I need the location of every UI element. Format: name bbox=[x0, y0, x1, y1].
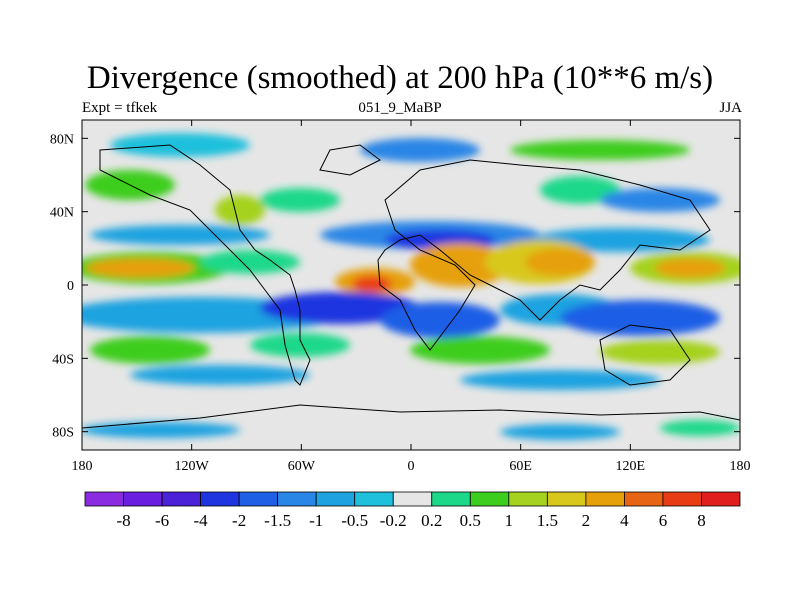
coastline-americas bbox=[99, 144, 311, 386]
colorbar-label: 2 bbox=[582, 511, 591, 530]
field-blob bbox=[410, 243, 510, 287]
field-blob bbox=[660, 420, 740, 436]
y-tick-label: 0 bbox=[67, 279, 74, 294]
colorbar-label: -4 bbox=[194, 511, 209, 530]
field-blob bbox=[600, 340, 720, 364]
field-blob bbox=[352, 276, 392, 292]
field-blob bbox=[215, 195, 265, 225]
x-tick-label: 0 bbox=[408, 459, 415, 474]
x-tick-label: 120E bbox=[616, 459, 646, 474]
colorbar-label: -1 bbox=[309, 511, 323, 530]
colorbar-label: -2 bbox=[232, 511, 246, 530]
x-tick-label: 120W bbox=[175, 459, 210, 474]
colorbar-swatch bbox=[431, 491, 471, 507]
field-blob bbox=[85, 258, 195, 278]
colorbar-label: -8 bbox=[116, 511, 130, 530]
colorbar-swatch bbox=[508, 491, 548, 507]
field-blob bbox=[90, 336, 210, 364]
colorbar: -8 -6 -4 -2 -1.5 -1 -0.5 -0.2 0.2 0.5 1 1.5 2 4 6 8 bbox=[84, 491, 741, 530]
colorbar-swatch bbox=[701, 491, 741, 507]
x-tick-label: 180 bbox=[72, 459, 93, 474]
x-axis-ticks: 180 120W 60W 0 60E 120E 180 bbox=[72, 120, 751, 474]
colorbar-swatch bbox=[84, 491, 124, 507]
colorbar-label: 0.2 bbox=[421, 511, 442, 530]
y-tick-label: 40N bbox=[50, 206, 74, 221]
divergence-field bbox=[82, 120, 740, 450]
field-blob bbox=[540, 176, 620, 204]
colorbar-label: -6 bbox=[155, 511, 169, 530]
colorbar-label: 1.5 bbox=[537, 511, 558, 530]
field-blob bbox=[82, 422, 240, 438]
colorbar-swatch bbox=[624, 491, 664, 507]
field-blob bbox=[600, 188, 720, 212]
colorbar-label: 8 bbox=[697, 511, 706, 530]
colorbar-label: 0.5 bbox=[460, 511, 481, 530]
field-blob bbox=[260, 188, 340, 212]
colorbar-swatch bbox=[585, 491, 625, 507]
field-blob bbox=[560, 300, 720, 336]
coastline-antarctica bbox=[82, 404, 740, 429]
y-axis-ticks: 80N 40N 0 40S 80S bbox=[50, 132, 740, 441]
field-blob bbox=[655, 258, 725, 278]
colorbar-swatch bbox=[392, 491, 433, 507]
colorbar-swatch bbox=[662, 491, 702, 507]
field-blob bbox=[200, 250, 300, 274]
colorbar-swatch bbox=[546, 491, 587, 507]
coastline-australia bbox=[599, 324, 691, 386]
coastline-greenland bbox=[319, 144, 381, 176]
y-tick-label: 80N bbox=[50, 132, 74, 147]
y-tick-label: 80S bbox=[52, 426, 74, 441]
colorbar-swatch bbox=[200, 491, 240, 507]
field-blob bbox=[410, 336, 550, 364]
colorbar-swatch bbox=[161, 491, 201, 507]
field-blob bbox=[525, 248, 595, 276]
field-blob bbox=[360, 138, 480, 162]
plot-title: Divergence (smoothed) at 200 hPa (10**6 … bbox=[86, 60, 714, 96]
field-blob bbox=[250, 333, 350, 357]
field-blob bbox=[500, 424, 620, 440]
colorbar-swatch bbox=[238, 491, 279, 507]
coastline-eurasia-africa bbox=[377, 159, 711, 351]
colorbar-swatch bbox=[123, 491, 163, 507]
y-tick-label: 40S bbox=[52, 352, 74, 367]
colorbar-label: -0.2 bbox=[380, 511, 407, 530]
experiment-label: Expt = tfkek bbox=[82, 100, 158, 116]
colorbar-label: -0.5 bbox=[341, 511, 368, 530]
colorbar-swatch bbox=[315, 491, 356, 507]
field-blob bbox=[460, 370, 660, 390]
season-label: JJA bbox=[719, 100, 742, 116]
x-tick-label: 180 bbox=[730, 459, 751, 474]
colorbar-swatch bbox=[277, 491, 317, 507]
colorbar-label: -1.5 bbox=[264, 511, 291, 530]
x-tick-label: 60W bbox=[288, 459, 316, 474]
colorbar-label: 6 bbox=[659, 511, 668, 530]
colorbar-label: 1 bbox=[505, 511, 514, 530]
colorbar-swatch bbox=[354, 491, 394, 507]
field-blob bbox=[510, 140, 690, 160]
field-blob bbox=[130, 365, 310, 385]
field-blob bbox=[110, 133, 250, 157]
colorbar-label: 4 bbox=[620, 511, 629, 530]
case-label: 051_9_MaBP bbox=[358, 100, 442, 116]
colorbar-swatch bbox=[469, 491, 510, 507]
field-blob bbox=[380, 302, 500, 338]
coastlines bbox=[82, 144, 740, 429]
field-blob bbox=[90, 225, 270, 245]
x-tick-label: 60E bbox=[509, 459, 532, 474]
